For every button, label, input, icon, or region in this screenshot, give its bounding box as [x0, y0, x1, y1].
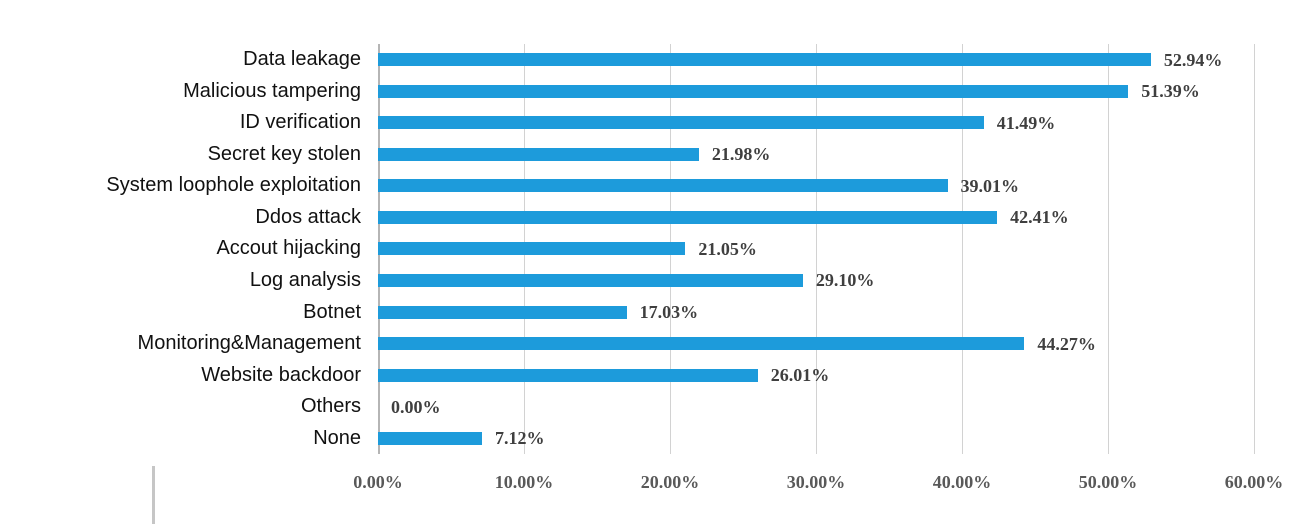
- value-label: 0.00%: [391, 396, 441, 417]
- category-label: Secret key stolen: [207, 142, 361, 165]
- bar-row: 41.49%: [378, 107, 1254, 139]
- category-label: Log analysis: [249, 268, 361, 291]
- bar-row: 26.01%: [378, 359, 1254, 391]
- category-label: Website backdoor: [201, 363, 361, 386]
- x-axis: 0.00% 10.00% 20.00% 30.00% 40.00% 50.00% 60.00…: [353, 472, 1283, 500]
- bar: [378, 337, 1025, 351]
- value-label: 29.10%: [815, 270, 875, 291]
- x-axis-tick-label: 60.00%: [1224, 472, 1284, 492]
- bar: [378, 116, 984, 130]
- bar-row: 52.94%: [378, 44, 1254, 76]
- category-label: Botnet: [303, 300, 361, 323]
- value-label: 7.12%: [494, 428, 545, 449]
- bar-row: 17.03%: [378, 296, 1254, 328]
- category-label: Ddos attack: [255, 205, 361, 228]
- bar: [378, 273, 803, 287]
- x-axis-tick-label: 30.00%: [786, 472, 846, 492]
- category-label: System loophole exploitation: [106, 174, 361, 197]
- bar: [378, 84, 1129, 98]
- category-label: Others: [300, 395, 361, 418]
- value-label: 52.94%: [1163, 49, 1223, 70]
- gridline: [1108, 44, 1109, 454]
- category-label: Data leakage: [243, 48, 361, 71]
- bar-row: 0.00%: [378, 391, 1254, 423]
- bar: [378, 53, 1151, 67]
- bar: [378, 305, 627, 319]
- bar: [378, 431, 482, 445]
- bar-row: 21.98%: [378, 139, 1254, 171]
- value-label: 39.01%: [960, 175, 1020, 196]
- bar-row: 21.05%: [378, 233, 1254, 265]
- bar: [378, 242, 686, 256]
- bar-row: 44.27%: [378, 328, 1254, 360]
- value-label: 26.01%: [770, 365, 830, 386]
- bar: [378, 179, 948, 193]
- category-label: None: [313, 426, 361, 449]
- category-label: Monitoring&Management: [137, 332, 361, 355]
- x-axis-tick-label: 50.00%: [1078, 472, 1138, 492]
- category-label: ID verification: [239, 111, 361, 134]
- bar-row: 7.12%: [378, 422, 1254, 454]
- value-label: 44.27%: [1037, 333, 1096, 354]
- value-label: 17.03%: [639, 302, 699, 323]
- bar-row: 42.41%: [378, 202, 1254, 234]
- x-axis-tick-label: 0.00%: [353, 472, 403, 492]
- gridline: [1254, 44, 1255, 454]
- decoration-line: [152, 466, 155, 524]
- category-axis: Data leakage Malicious tampering ID verifi…: [0, 44, 370, 454]
- bar-row: 51.39%: [378, 76, 1254, 108]
- bar: [378, 368, 758, 382]
- x-axis-tick-label: 40.00%: [932, 472, 992, 492]
- plot-area: 52.94% 51.39% 41.49% 21.98% 39.01% 42.41% 21.0…: [378, 44, 1255, 454]
- gridline: [961, 44, 963, 454]
- bar-row: 39.01%: [378, 170, 1254, 202]
- value-label: 21.05%: [698, 238, 757, 259]
- value-label: 51.39%: [1141, 81, 1200, 102]
- x-axis-tick-label: 20.00%: [640, 472, 700, 492]
- value-label: 21.98%: [711, 144, 771, 165]
- gridline: [816, 44, 817, 454]
- bar-rows: 52.94% 51.39% 41.49% 21.98% 39.01% 42.41% 21.0…: [378, 44, 1254, 454]
- category-label: Accout hijacking: [216, 237, 361, 260]
- bar: [378, 210, 998, 224]
- value-label: 42.41%: [1010, 207, 1069, 228]
- x-axis-tick-label: 10.00%: [494, 472, 554, 492]
- category-label: Malicious tampering: [183, 79, 361, 102]
- bar: [378, 147, 699, 161]
- value-label: 41.49%: [996, 112, 1056, 133]
- bar-row: 29.10%: [378, 265, 1254, 297]
